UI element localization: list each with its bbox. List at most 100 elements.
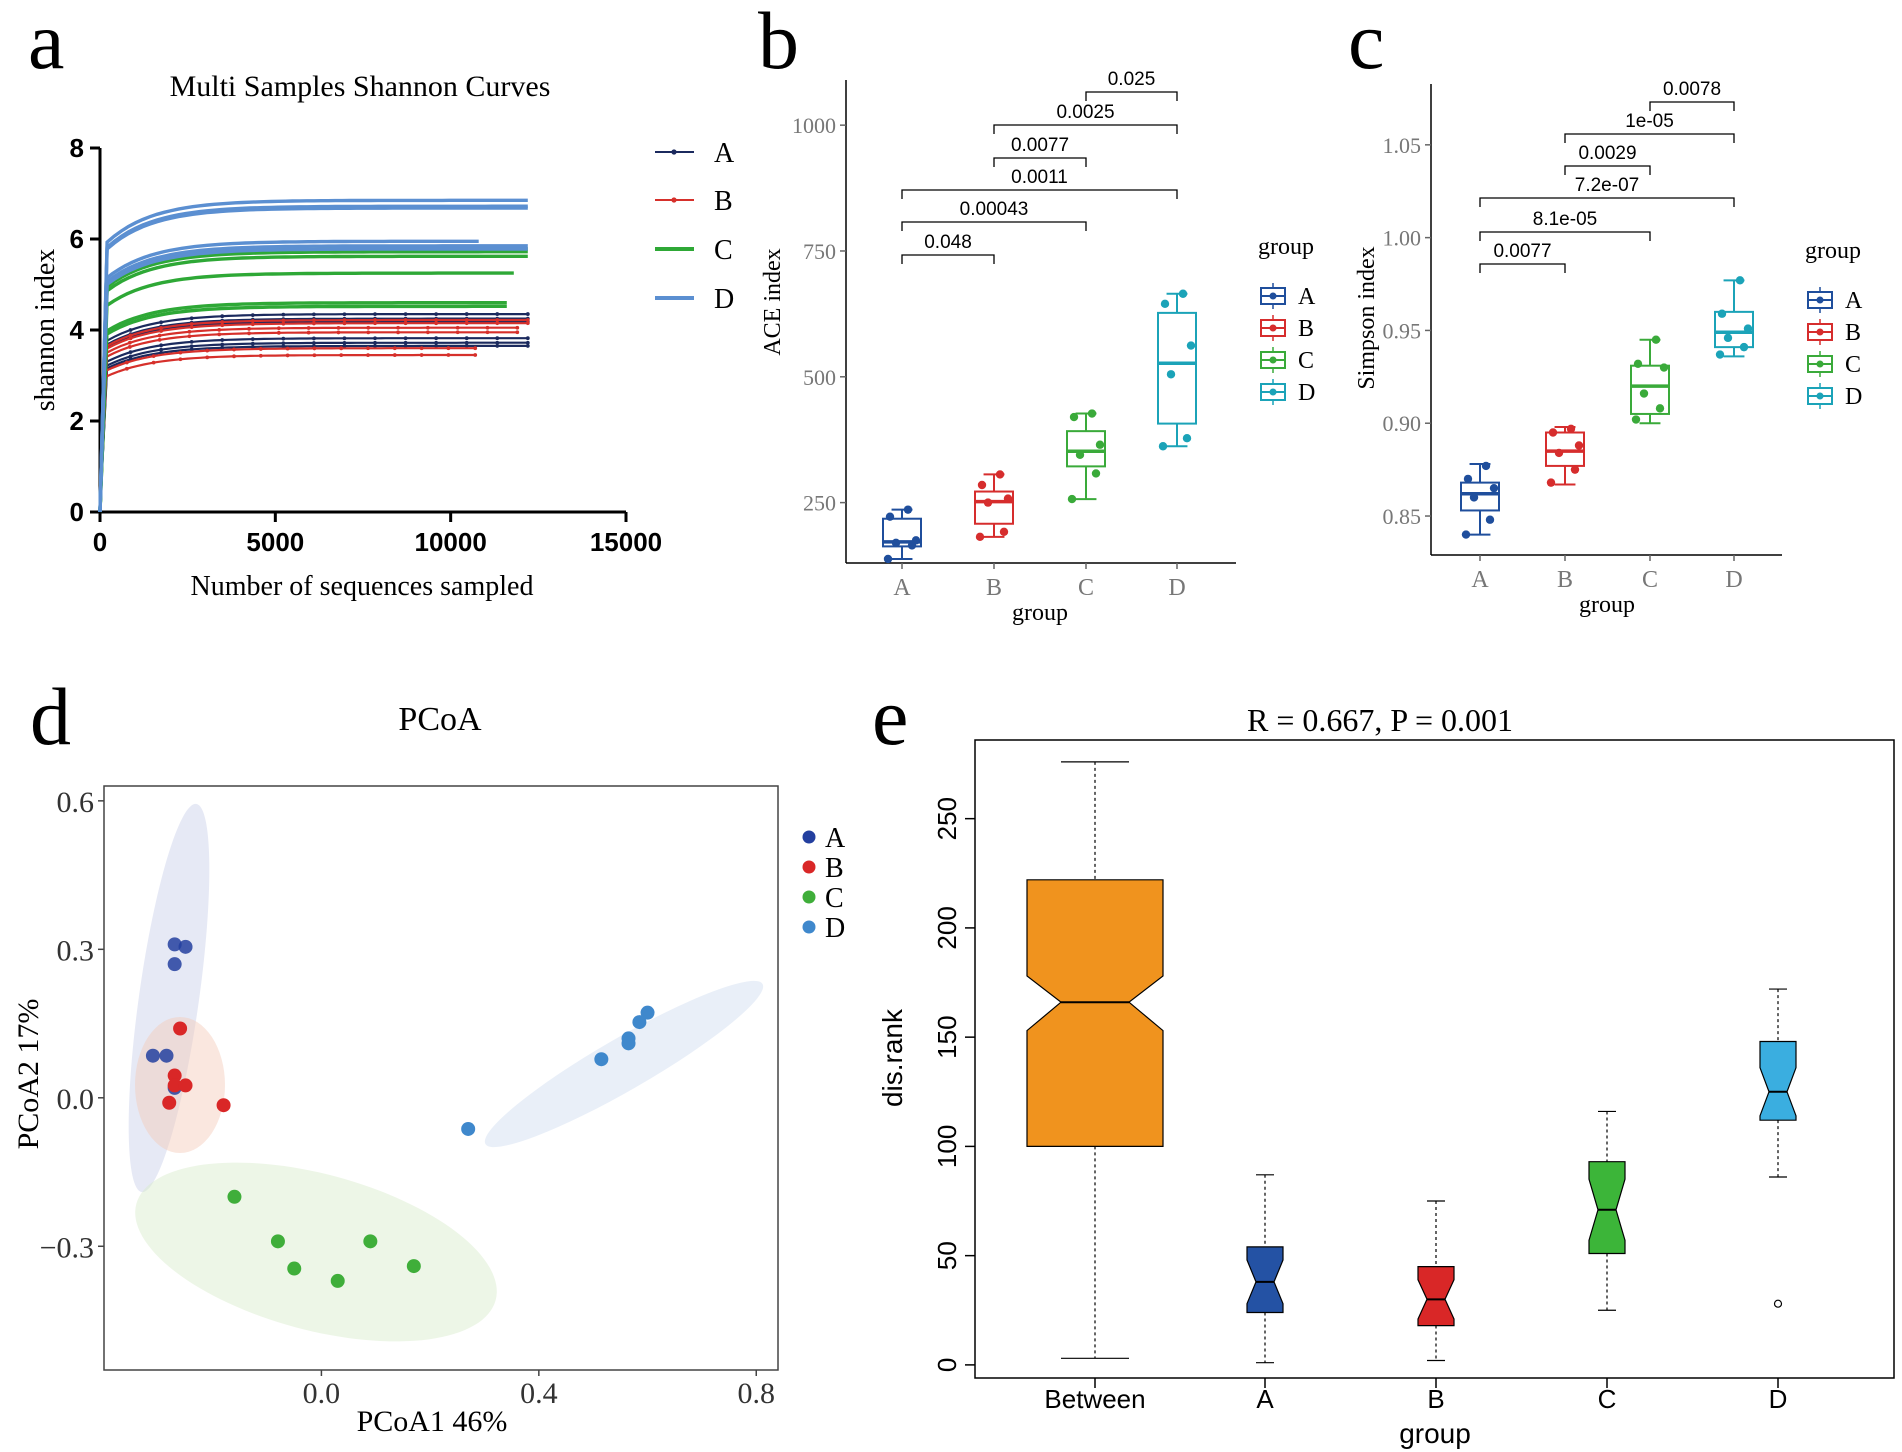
data-point-A bbox=[1481, 461, 1491, 471]
curve-marker-A bbox=[434, 344, 439, 348]
curve-marker-B bbox=[495, 321, 500, 326]
x-tick-label: D bbox=[1168, 575, 1185, 601]
curve-marker-A bbox=[525, 312, 530, 316]
curve-marker-A bbox=[373, 340, 377, 345]
curve-marker-B bbox=[247, 331, 251, 336]
box-rect bbox=[1157, 311, 1197, 425]
curve-marker-A bbox=[281, 341, 286, 346]
curve-marker-A bbox=[342, 336, 347, 341]
x-tick-label: B bbox=[1557, 567, 1573, 593]
curve-A bbox=[98, 341, 528, 513]
curve-marker-B bbox=[396, 325, 400, 330]
x-tick-label: 0.8 bbox=[738, 1377, 776, 1410]
curve-marker-B bbox=[455, 325, 460, 330]
panel-label-a: a bbox=[28, 0, 64, 86]
data-point-C bbox=[363, 1234, 378, 1249]
curve-marker-B bbox=[205, 355, 210, 360]
x-tick-label: Between bbox=[1044, 1384, 1145, 1414]
data-point-A bbox=[891, 538, 901, 548]
curve-marker-A bbox=[495, 336, 500, 341]
curve-marker-B bbox=[403, 321, 408, 326]
y-axis-label: ACE index bbox=[760, 248, 786, 355]
curve-marker-B bbox=[124, 366, 129, 371]
data-point-B bbox=[178, 1078, 193, 1093]
bracket-line bbox=[1479, 231, 1651, 241]
notched-box bbox=[1246, 1246, 1284, 1314]
y-tick-label: 100 bbox=[932, 1125, 962, 1168]
curve-marker-B bbox=[425, 325, 430, 330]
curve-marker-B bbox=[525, 318, 530, 322]
y-tick-label: 200 bbox=[932, 906, 962, 949]
data-point-D bbox=[1739, 342, 1749, 352]
box-B bbox=[1417, 1200, 1455, 1362]
legend-title: group bbox=[1258, 234, 1314, 260]
y-tick-label: 0 bbox=[932, 1358, 962, 1372]
curve-marker-B bbox=[276, 326, 281, 331]
box-D bbox=[1157, 289, 1197, 451]
y-axis-label: shannon index bbox=[30, 249, 61, 412]
data-point-D bbox=[1158, 442, 1168, 451]
p-value-label: 0.048 bbox=[924, 232, 972, 253]
curve-marker-B bbox=[189, 325, 194, 330]
data-point-A bbox=[167, 957, 182, 972]
y-tick-label: 50 bbox=[932, 1241, 962, 1270]
data-point-A bbox=[178, 939, 193, 954]
curve-marker-A bbox=[250, 313, 255, 318]
curve-marker-B bbox=[312, 318, 316, 323]
curve-marker-A bbox=[312, 312, 316, 317]
data-point-B bbox=[167, 1078, 182, 1093]
x-tick-label: 15000 bbox=[590, 527, 662, 557]
curve-marker-B bbox=[455, 330, 460, 335]
bracket-line bbox=[1564, 133, 1735, 143]
y-tick-label: −0.3 bbox=[40, 1231, 94, 1264]
curves-group bbox=[98, 198, 530, 513]
data-point-D bbox=[461, 1121, 476, 1136]
curve-B bbox=[98, 353, 476, 513]
panel-label-b: b bbox=[758, 0, 799, 86]
data-point-C bbox=[1067, 494, 1077, 504]
box-rect bbox=[1066, 430, 1106, 468]
comparison-bracket: 0.025 bbox=[1085, 69, 1178, 101]
curve-marker-A bbox=[403, 336, 408, 341]
x-tick-label: 5000 bbox=[246, 527, 304, 557]
curve-marker-B bbox=[247, 326, 251, 331]
y-tick-label: 0.3 bbox=[57, 934, 95, 967]
data-point-B bbox=[1574, 441, 1584, 450]
x-axis-label: group bbox=[1579, 592, 1635, 618]
curve-marker-A bbox=[128, 350, 133, 355]
curve-D bbox=[98, 247, 528, 513]
bracket-line bbox=[1479, 197, 1735, 207]
curve-marker-B bbox=[419, 346, 424, 351]
chart-title: Multi Samples Shannon Curves bbox=[170, 70, 551, 103]
y-axis-label: PCoA2 17% bbox=[12, 999, 45, 1150]
bracket-line bbox=[901, 221, 1087, 231]
curve-marker-A bbox=[464, 312, 469, 316]
comparison-bracket: 0.00043 bbox=[901, 199, 1087, 231]
curve-marker-B bbox=[446, 346, 451, 351]
curve-C bbox=[98, 254, 528, 513]
x-axis-label: group bbox=[1012, 600, 1068, 626]
bracket-line bbox=[901, 189, 1178, 199]
curve-marker-B bbox=[312, 346, 317, 351]
curve-marker-B bbox=[515, 330, 520, 335]
comparison-bracket: 8.1e-05 bbox=[1479, 209, 1651, 241]
curve-marker-B bbox=[151, 354, 156, 359]
legend-label-C: C bbox=[1298, 348, 1314, 374]
confidence-ellipses bbox=[128, 803, 764, 1342]
comparison-bracket: 0.0077 bbox=[993, 135, 1087, 167]
data-point-D bbox=[1717, 309, 1727, 318]
curve-marker-B bbox=[396, 330, 400, 335]
data-point-C bbox=[227, 1189, 242, 1204]
x-tick-label: 0 bbox=[93, 527, 107, 557]
y-tick-label: 0 bbox=[70, 497, 84, 527]
y-tick-label: 0.85 bbox=[1383, 504, 1422, 529]
curve-marker-B bbox=[157, 333, 162, 338]
p-value-label: 0.0077 bbox=[1493, 241, 1551, 262]
curve-marker-B bbox=[525, 321, 530, 326]
data-point-A bbox=[883, 554, 893, 564]
legend-label-D: D bbox=[714, 284, 734, 315]
curve-marker-B bbox=[285, 353, 290, 358]
bracket-line bbox=[901, 254, 995, 264]
legend-label-A: A bbox=[714, 138, 735, 169]
data-point-B bbox=[975, 532, 985, 542]
